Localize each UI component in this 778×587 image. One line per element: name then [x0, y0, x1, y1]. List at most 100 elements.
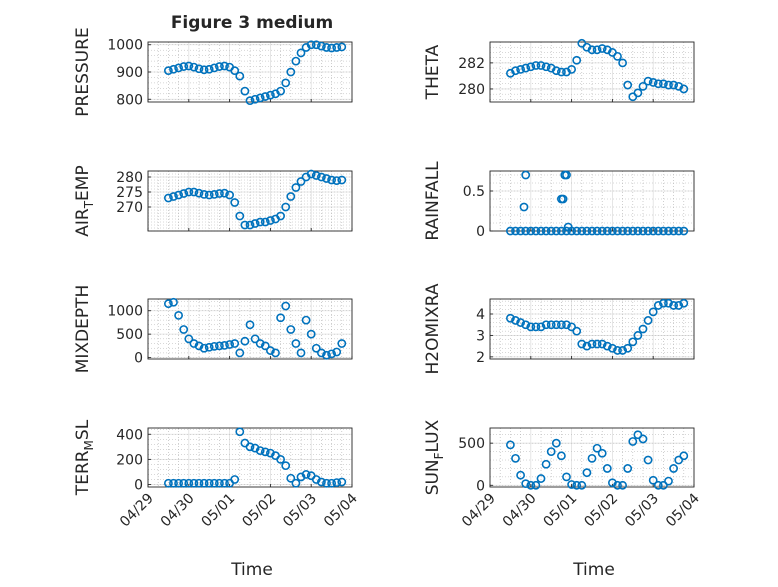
subplot: 0 500 1000 MIXDEPTH [73, 285, 353, 373]
data-point [306, 329, 316, 339]
y-tick-label: 282 [458, 56, 485, 72]
data-point [505, 226, 515, 236]
data-point [276, 211, 285, 221]
y-axis-label: TERRMSL [73, 419, 96, 496]
data-point [628, 337, 638, 347]
data-point [286, 473, 296, 483]
data-point [169, 478, 178, 488]
data-point [209, 189, 219, 199]
data-point [674, 301, 684, 310]
data-point [322, 174, 331, 183]
data-point [204, 478, 214, 488]
data-point [327, 43, 336, 53]
data-point [592, 339, 602, 349]
y-axis-label: RAINFALL [423, 161, 443, 241]
data-point [526, 62, 536, 72]
data-point [265, 216, 275, 225]
y-tick-label: 500 [458, 436, 485, 452]
data-point [240, 86, 250, 96]
data-point [664, 298, 673, 308]
data-point [301, 315, 311, 325]
data-point [276, 313, 285, 323]
data-point [562, 226, 571, 236]
data-point [174, 311, 183, 320]
y-axis-label-subscript: M [82, 440, 96, 450]
data-point [648, 78, 658, 87]
y-tick-label: 900 [116, 65, 143, 81]
data-point [521, 63, 531, 73]
data-point [214, 341, 224, 351]
data-point [623, 464, 633, 473]
x-tick-label: 05/02 [239, 491, 279, 531]
data-point [521, 226, 531, 236]
data-point [322, 478, 331, 488]
data-point [184, 478, 194, 488]
data-point [587, 453, 597, 463]
data-point [245, 220, 255, 230]
data-point [521, 320, 531, 330]
y-tick-label: 0 [476, 224, 485, 240]
data-point [577, 480, 587, 490]
data-point [653, 79, 663, 89]
data-point [592, 226, 602, 236]
data-point [536, 226, 546, 236]
data-point [245, 320, 255, 330]
data-point [245, 96, 255, 106]
data-point [562, 472, 571, 482]
axes-box [147, 427, 353, 488]
data-point [608, 343, 617, 353]
x-tick-label: 04/30 [500, 491, 540, 531]
data-point [322, 350, 331, 360]
data-point [230, 475, 240, 484]
data-point [643, 316, 653, 325]
data-point [332, 347, 342, 357]
y-tick-label: 280 [458, 82, 485, 98]
data-point [613, 51, 622, 61]
y-tick-label: 2 [476, 350, 485, 366]
data-point [623, 80, 633, 90]
data-point [521, 479, 531, 489]
data-point [260, 447, 270, 457]
data-point [562, 170, 571, 180]
axes-box [489, 170, 695, 232]
data-point [179, 62, 189, 71]
data-point [531, 322, 541, 332]
data-point [230, 339, 240, 348]
data-point [618, 58, 627, 68]
data-point [659, 298, 668, 308]
data-point [281, 301, 291, 311]
data-point [204, 64, 214, 74]
data-point [296, 177, 306, 186]
x-tick-label: 05/03 [280, 491, 320, 531]
data-point [633, 88, 643, 98]
data-point [567, 480, 576, 489]
data-point [602, 464, 612, 473]
data-point [587, 45, 597, 55]
y-axis-label: THETA [423, 44, 443, 100]
data-point [220, 478, 229, 488]
data-point [536, 61, 546, 70]
data-point [592, 45, 602, 55]
data-point [163, 193, 173, 203]
data-point [531, 226, 541, 236]
data-point [225, 340, 234, 349]
data-point [214, 62, 224, 71]
data-point [327, 478, 336, 488]
data-point [633, 430, 643, 440]
data-point [291, 339, 301, 348]
axes-box [489, 298, 695, 360]
y-axis-label-subscript: T [82, 200, 96, 209]
data-point [322, 43, 331, 52]
data-point [597, 44, 607, 53]
data-point [337, 42, 347, 52]
data-point [669, 226, 678, 236]
data-point [169, 297, 178, 307]
data-point [209, 341, 219, 351]
data-point [679, 84, 689, 94]
data-point [316, 477, 326, 487]
axes-box [489, 427, 695, 488]
y-tick-label: 4 [476, 307, 485, 323]
data-point [194, 64, 204, 74]
data-point [669, 80, 678, 90]
figure-title: Figure 3 medium [171, 13, 333, 33]
